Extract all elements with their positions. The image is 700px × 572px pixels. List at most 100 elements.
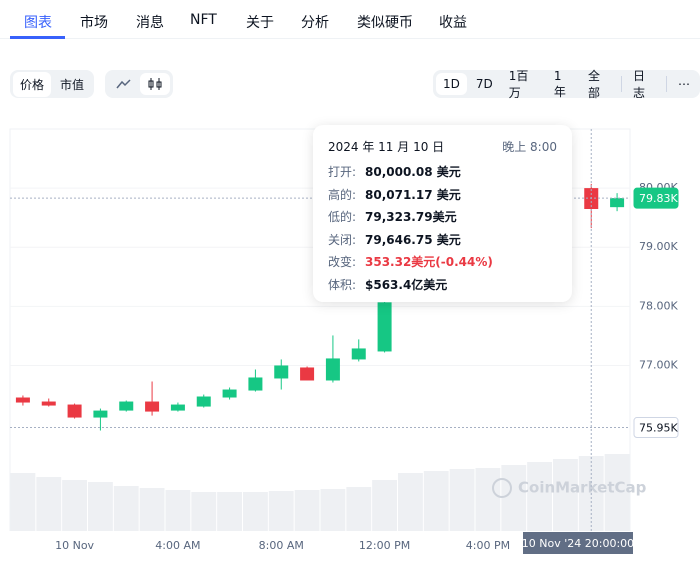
- metric-group: 价格 市值: [10, 70, 95, 98]
- range-button[interactable]: 1D: [436, 73, 467, 95]
- separator: [621, 76, 622, 92]
- tooltip-value: $563.4亿美元: [365, 277, 448, 292]
- volume-bar: [475, 468, 501, 531]
- range-group: 1D 7D 1百万 1年 全部 日志 ⋯: [433, 69, 700, 100]
- tab[interactable]: 收益: [439, 15, 467, 31]
- crosshair-label: 10 Nov '24 20:00:00: [522, 537, 634, 550]
- tooltip-label: 改变:: [328, 255, 357, 269]
- metric-button[interactable]: 市值: [60, 77, 85, 92]
- candle-body: [274, 365, 289, 379]
- candle-body: [325, 358, 340, 381]
- volume-bar: [423, 471, 449, 531]
- volume-bar: [501, 465, 527, 531]
- candle-body: [93, 410, 108, 418]
- y-tick-label: 77.00K: [639, 358, 678, 371]
- tooltip-value: 79,323.79美元: [365, 210, 457, 224]
- price-label-box: [633, 187, 679, 209]
- y-tick-label: 80.00K: [639, 181, 678, 194]
- volume-bar: [578, 456, 604, 531]
- candle-body: [377, 302, 392, 352]
- metric-button[interactable]: 价格: [13, 71, 52, 97]
- candle-body: [248, 377, 263, 391]
- volume-bar: [113, 486, 139, 531]
- price-label-box: [633, 417, 679, 439]
- candle-body: [610, 198, 625, 208]
- watermark: CoinMarketCap: [518, 479, 647, 497]
- tooltip-label: 打开:: [328, 165, 357, 179]
- volume-bar: [268, 491, 294, 531]
- separator: [666, 76, 668, 92]
- volume-bar: [449, 469, 475, 531]
- tooltip-label: 高的:: [328, 187, 357, 202]
- candle-body: [196, 396, 211, 407]
- y-tick-label: 78.00K: [639, 299, 678, 312]
- x-tick-label: 4:00 PM: [466, 539, 510, 552]
- volume-bar: [36, 477, 62, 531]
- candle-body: [67, 404, 82, 418]
- candle-body: [584, 188, 599, 210]
- candle-body: [351, 348, 366, 360]
- price-label: 75.95K: [639, 422, 678, 435]
- x-tick-label: 8:00 AM: [259, 539, 304, 552]
- active-tab-underline: [10, 36, 65, 39]
- candle-body: [145, 401, 160, 412]
- log-button[interactable]: 日志: [632, 69, 645, 100]
- tab[interactable]: 关于: [246, 15, 274, 31]
- volume-bar: [217, 492, 242, 531]
- x-tick-label: 10 Nov: [55, 539, 94, 552]
- volume-bar: [88, 482, 113, 531]
- range-button[interactable]: 全部: [587, 69, 600, 100]
- volume-bar: [165, 490, 191, 531]
- watermark-logo: [492, 478, 512, 498]
- candle-icon[interactable]: [140, 73, 170, 95]
- volume-bar: [191, 492, 217, 531]
- tab[interactable]: 市场: [80, 15, 108, 31]
- x-tick-label: 4:00 AM: [155, 539, 200, 552]
- volume-bar: [139, 488, 165, 531]
- x-tick-label: 12:00 PM: [359, 539, 410, 552]
- tab[interactable]: 图表: [24, 15, 52, 31]
- tooltip-label: 低的:: [328, 210, 357, 224]
- candle-body: [15, 397, 30, 403]
- volume-bar: [604, 454, 630, 531]
- volume-bar: [10, 473, 36, 531]
- volume-bar: [346, 487, 372, 531]
- tab[interactable]: 消息: [136, 15, 164, 31]
- tab[interactable]: 分析: [301, 15, 329, 31]
- tooltip-label: 关闭:: [328, 232, 357, 247]
- tooltip-value: 80,000.08 美元: [365, 165, 461, 179]
- volume-bar: [243, 492, 268, 531]
- volume-bar: [553, 459, 578, 531]
- more-button[interactable]: ⋯: [678, 77, 691, 91]
- tooltip-time: 晚上 8:00: [502, 140, 557, 154]
- volume-bar: [372, 480, 397, 531]
- volume-bar: [527, 462, 552, 531]
- tooltip: 2024 年 11 月 10 日 晚上 8:00 打开: 80,000.08 美元…: [313, 125, 572, 302]
- candle-body: [300, 367, 315, 381]
- y-tick-label: 79.00K: [639, 240, 678, 253]
- volume-bar: [398, 473, 423, 531]
- volume-bar: [320, 489, 346, 531]
- volume-bar: [62, 480, 87, 531]
- crosshair-label-box: [523, 532, 633, 554]
- tooltip-label: 体积:: [328, 277, 357, 292]
- candle-body: [119, 401, 134, 411]
- tab[interactable]: 类似硬币: [357, 15, 413, 31]
- line-icon[interactable]: [108, 73, 138, 95]
- candle-body: [170, 404, 185, 411]
- tab[interactable]: NFT: [190, 12, 217, 28]
- tooltip-value: 353.32美元(-0.44%): [365, 255, 493, 269]
- range-button[interactable]: 1百万: [508, 69, 529, 100]
- chart-type-group: [105, 70, 173, 98]
- range-button[interactable]: 1年: [553, 68, 566, 99]
- tooltip-value: 79,646.75 美元: [365, 232, 461, 247]
- tooltip-date: 2024 年 11 月 10 日: [328, 140, 445, 154]
- range-button[interactable]: 7D: [475, 77, 493, 91]
- divider: [0, 38, 700, 39]
- volume-bar: [294, 490, 320, 531]
- price-label: 79.83K: [639, 192, 678, 205]
- candle-body: [222, 389, 237, 398]
- candle-body: [41, 401, 56, 406]
- tooltip-value: 80,071.17 美元: [365, 187, 461, 202]
